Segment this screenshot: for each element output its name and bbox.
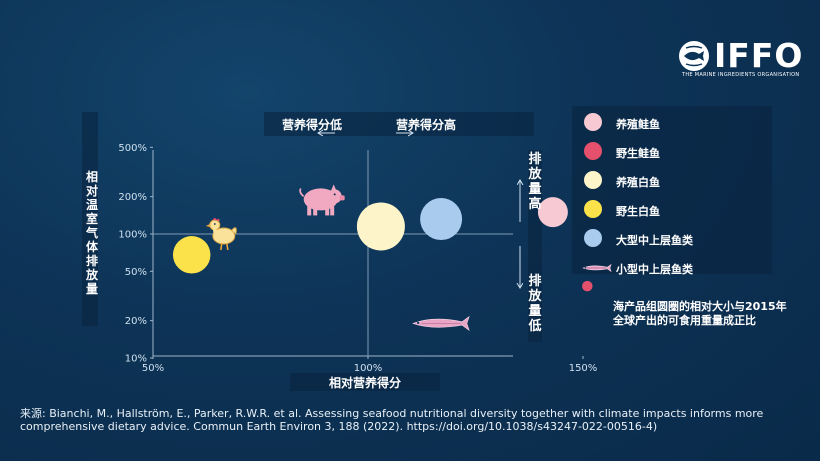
size-note: 海产品组圆圈的相对大小与2015年全球产出的可食用重量成正比 bbox=[613, 300, 787, 327]
x-tick-label: 100% bbox=[354, 363, 383, 374]
x-label-band bbox=[290, 373, 440, 391]
emission-low-label: 排放量低 bbox=[528, 274, 542, 334]
globe-fish-icon bbox=[679, 41, 709, 71]
emission-high-label: 排放量高 bbox=[528, 152, 542, 212]
legend-label: 大型中上层鱼类 bbox=[616, 234, 693, 247]
legend-swatch bbox=[584, 113, 602, 131]
legend-label: 野生白鱼 bbox=[616, 205, 660, 218]
legend-label: 小型中上层鱼类 bbox=[616, 263, 693, 276]
y-tick-label: 20% bbox=[125, 316, 147, 327]
x-axis-label: 相对营养得分 bbox=[328, 376, 401, 390]
right-band bbox=[528, 150, 542, 342]
y-tick-label: 50% bbox=[125, 267, 147, 278]
point-wild-salmon bbox=[582, 280, 593, 292]
x-tick-label: 150% bbox=[569, 363, 598, 374]
y-tick-label: 500% bbox=[118, 143, 147, 154]
point-small-pelagic bbox=[412, 315, 470, 331]
legend-label: 养殖白鱼 bbox=[616, 176, 660, 189]
top-note-band bbox=[264, 112, 534, 136]
legend-band bbox=[572, 106, 772, 274]
point-wild-whitefish bbox=[172, 236, 211, 274]
y-tick-label: 200% bbox=[118, 192, 147, 203]
fish-icon bbox=[582, 263, 612, 273]
left-bar bbox=[82, 112, 98, 326]
point-farmed-salmon bbox=[537, 197, 568, 228]
legend-swatch bbox=[584, 142, 602, 160]
nutrition-low-label: 营养得分低 bbox=[282, 118, 343, 132]
y-tick-label: 10% bbox=[125, 354, 147, 365]
chicken-icon bbox=[205, 218, 237, 251]
logo-tagline: THE MARINE INGREDIENTS ORGANISATION bbox=[682, 72, 800, 78]
nutrition-high-label: 营养得分高 bbox=[396, 118, 457, 132]
legend-label: 野生鲑鱼 bbox=[616, 147, 660, 160]
point-farmed-whitefish bbox=[356, 202, 405, 251]
legend-swatch bbox=[584, 200, 602, 218]
y-tick-label: 100% bbox=[118, 230, 147, 241]
pig-icon bbox=[299, 184, 345, 216]
legend-label: 养殖鲑鱼 bbox=[616, 118, 660, 131]
y-axis-label: 相对温室气体排放量 bbox=[85, 170, 98, 296]
x-tick-label: 50% bbox=[142, 363, 164, 374]
source-citation: 来源: Bianchi, M., Hallström, E., Parker, … bbox=[20, 407, 764, 433]
point-large-pelagic bbox=[420, 198, 463, 241]
legend-swatch bbox=[584, 229, 602, 247]
logo-wordmark: IFFO bbox=[714, 36, 804, 75]
legend-swatch bbox=[584, 171, 602, 189]
iffo-logo: IFFO THE MARINE INGREDIENTS ORGANISATION bbox=[678, 36, 808, 82]
